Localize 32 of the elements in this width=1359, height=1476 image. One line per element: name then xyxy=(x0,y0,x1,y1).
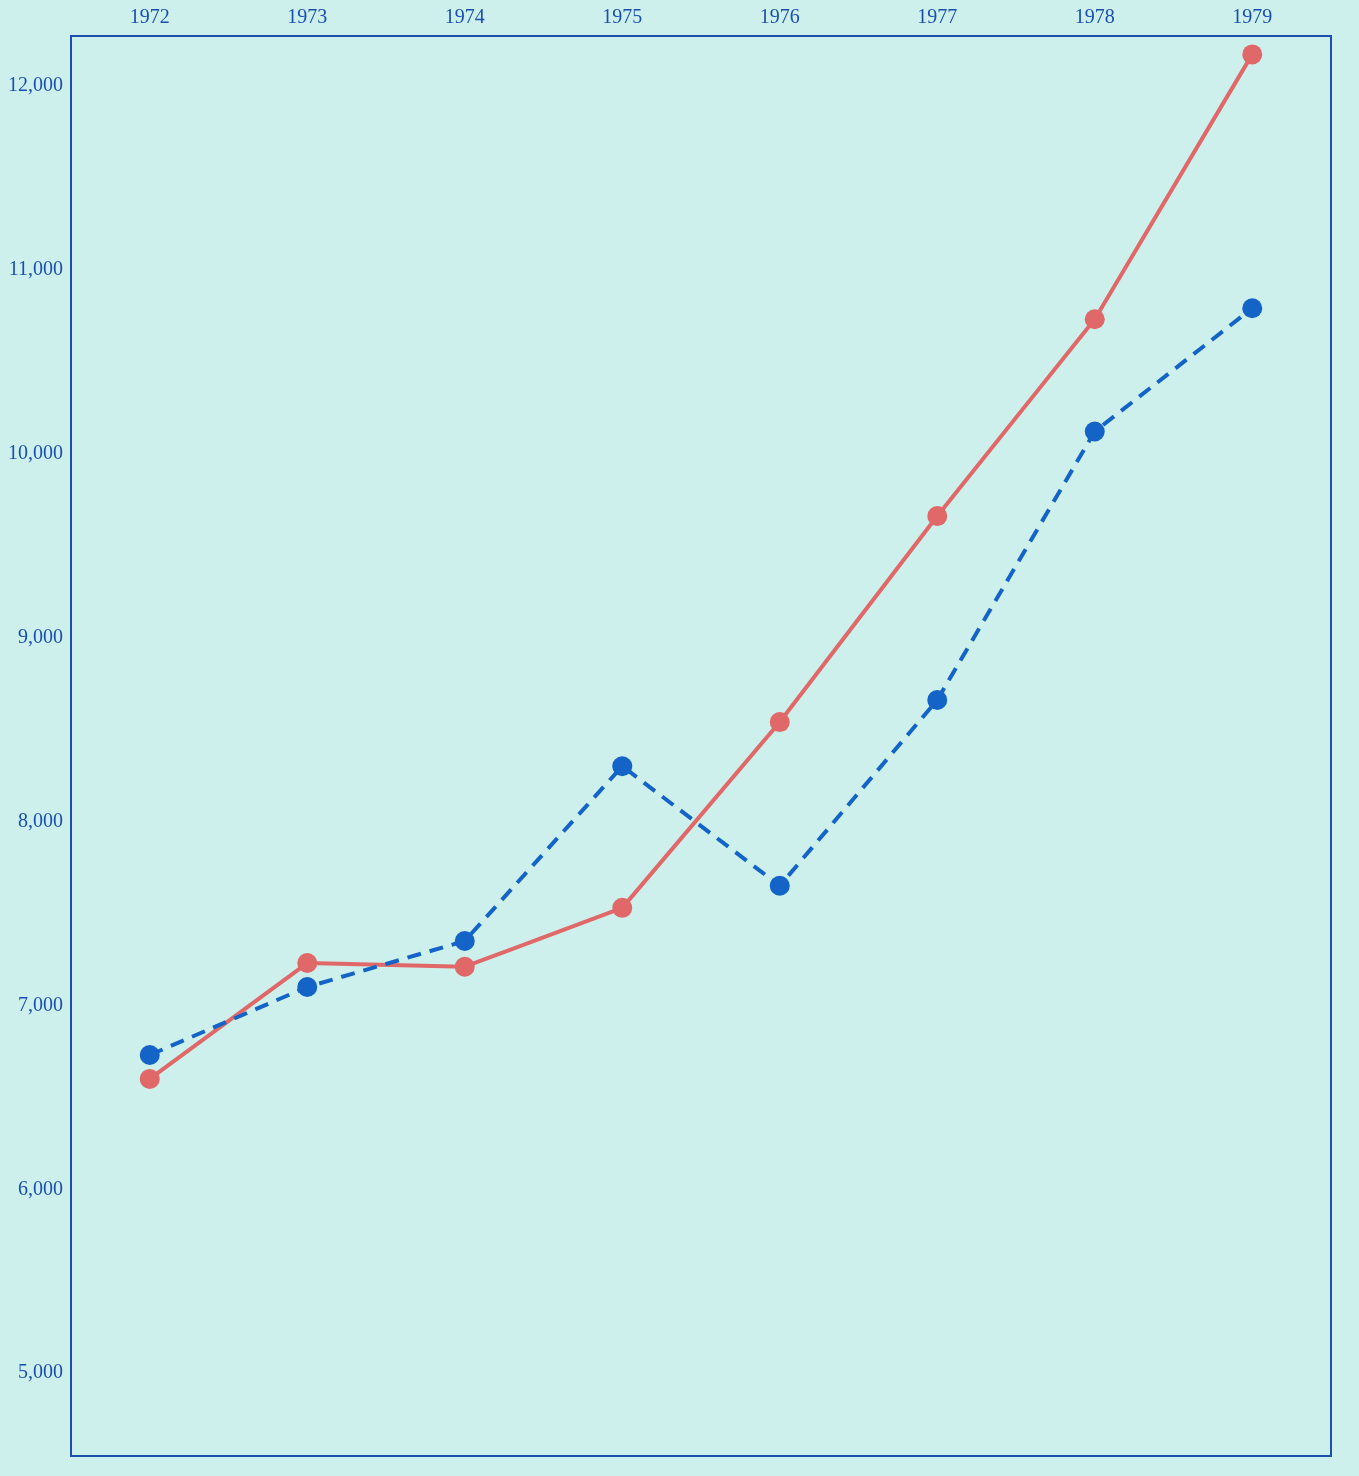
y-tick-label: 11,000 xyxy=(8,256,63,279)
y-tick-label: 5,000 xyxy=(18,1360,63,1383)
y-tick-label: 8,000 xyxy=(18,808,63,831)
x-tick-label: 1973 xyxy=(287,5,328,28)
y-tick-label: 10,000 xyxy=(8,440,63,463)
x-tick-label: 1978 xyxy=(1074,5,1115,28)
point xyxy=(927,506,948,527)
point xyxy=(454,956,475,977)
y-tick-label: 9,000 xyxy=(18,624,63,647)
x-tick-label: 1977 xyxy=(917,5,958,28)
point xyxy=(769,712,790,733)
point xyxy=(927,690,948,711)
point xyxy=(612,897,633,918)
x-tick-label: 1975 xyxy=(602,5,643,28)
point xyxy=(139,1068,160,1089)
y-tick-label: 12,000 xyxy=(8,72,63,95)
y-tick-label: 7,000 xyxy=(18,992,63,1015)
x-tick-label: 1979 xyxy=(1232,5,1273,28)
point xyxy=(139,1045,160,1066)
x-tick-label: 1976 xyxy=(759,5,800,28)
point xyxy=(1084,309,1105,330)
x-tick-label: 1972 xyxy=(129,5,170,28)
point xyxy=(297,976,318,997)
point xyxy=(1242,44,1263,65)
point xyxy=(1242,298,1263,319)
point xyxy=(769,875,790,896)
x-tick-label: 1974 xyxy=(444,5,485,28)
y-tick-label: 6,000 xyxy=(18,1176,63,1199)
point xyxy=(297,953,318,974)
point xyxy=(454,930,475,951)
point xyxy=(1084,421,1105,442)
point xyxy=(612,756,633,777)
